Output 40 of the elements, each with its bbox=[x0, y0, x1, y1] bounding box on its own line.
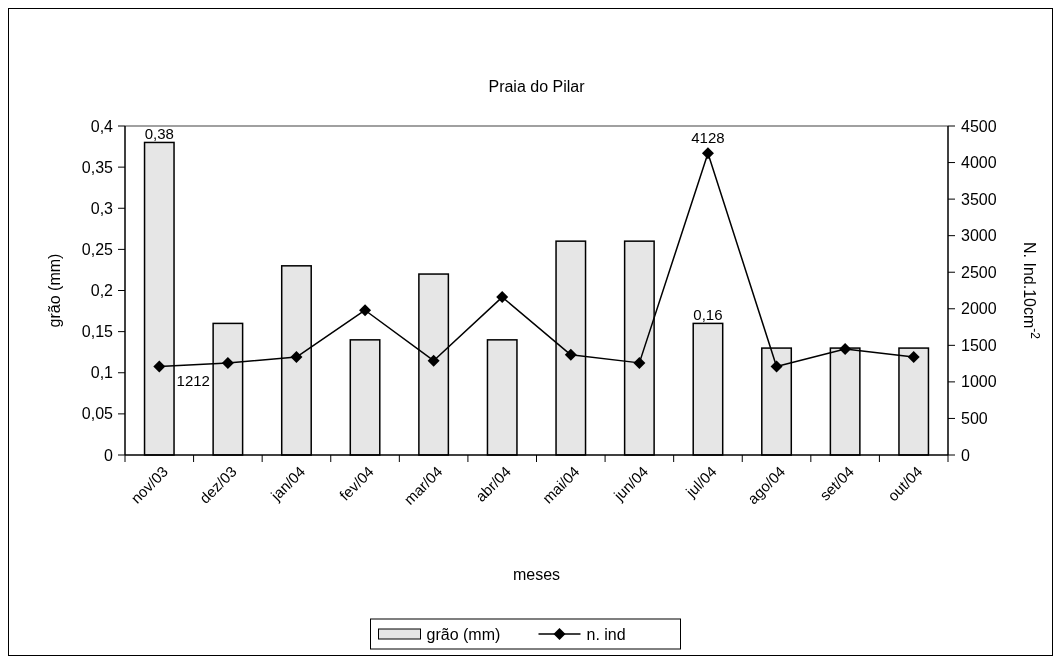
y2-tick-label: 3000 bbox=[961, 227, 997, 245]
y2-tick-label: 4000 bbox=[961, 154, 997, 172]
point bbox=[907, 351, 920, 364]
x-axis-title: meses bbox=[512, 566, 561, 583]
y-tick-label: 0,1 bbox=[90, 364, 114, 382]
y-tick-label: 0,25 bbox=[81, 240, 114, 258]
chart-title: Praia do Pilar bbox=[488, 78, 586, 95]
data-label: 1212 bbox=[176, 372, 210, 390]
point bbox=[839, 342, 852, 355]
y2-tick-label: 1500 bbox=[961, 336, 997, 354]
point bbox=[564, 348, 577, 361]
y-tick-label: 0,4 bbox=[90, 117, 114, 135]
point bbox=[221, 356, 234, 369]
y2-tick-label: 1000 bbox=[961, 373, 997, 391]
data-label: 0,38 bbox=[144, 125, 174, 143]
y2-tick-label: 0 bbox=[961, 446, 970, 464]
legend-label: n. ind bbox=[586, 625, 626, 643]
data-label: 0,16 bbox=[693, 306, 723, 324]
point bbox=[359, 304, 372, 317]
legend-label: grão (mm) bbox=[426, 625, 501, 643]
point bbox=[427, 354, 440, 367]
y-tick-label: 0,2 bbox=[90, 282, 114, 300]
point bbox=[290, 351, 303, 364]
y-tick-label: 0,05 bbox=[81, 405, 114, 423]
point bbox=[633, 356, 646, 369]
y2-tick-label: 4500 bbox=[961, 117, 997, 135]
y-tick-label: 0 bbox=[104, 446, 114, 464]
data-label: 4128 bbox=[691, 129, 725, 147]
y2-tick-label: 2500 bbox=[961, 263, 997, 281]
point bbox=[701, 147, 714, 160]
point bbox=[153, 360, 166, 373]
y2-tick-label: 3500 bbox=[961, 190, 997, 208]
y2-tick-label: 500 bbox=[961, 410, 988, 428]
y-axis-title: grão (mm) bbox=[46, 253, 63, 328]
point bbox=[496, 291, 509, 304]
point bbox=[770, 360, 783, 373]
y2-tick-label: 2000 bbox=[961, 300, 997, 318]
y-tick-label: 0,15 bbox=[81, 323, 114, 341]
y-tick-label: 0,35 bbox=[81, 158, 114, 176]
y-tick-label: 0,3 bbox=[90, 199, 114, 217]
